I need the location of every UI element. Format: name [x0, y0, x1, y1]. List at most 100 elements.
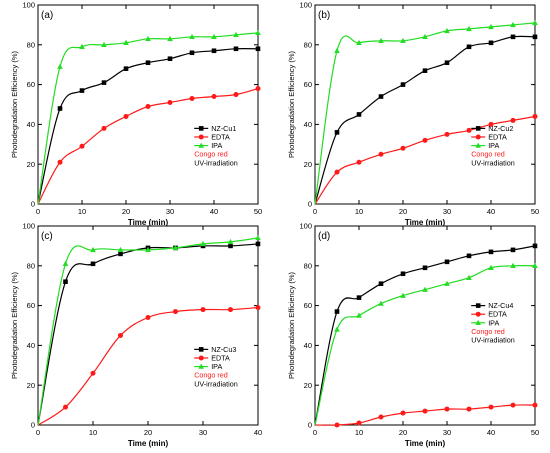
data-point	[422, 68, 428, 73]
series-line	[37, 237, 259, 426]
data-point	[444, 406, 450, 412]
chart-panel-1: 0 10 20 30 40 50 0 20 40 60 80 100 Time (min) Photode…	[10, 1, 262, 227]
series-line	[314, 22, 536, 205]
data-point	[378, 414, 384, 420]
y-tick-label: 0	[308, 200, 312, 209]
data-point	[488, 404, 494, 410]
data-point	[117, 246, 124, 253]
data-point	[488, 264, 494, 270]
y-tick-label: 0	[308, 421, 312, 430]
y-tick-label: 60	[27, 301, 35, 310]
data-point	[356, 112, 362, 117]
y-tick-label: 60	[304, 301, 312, 310]
x-axis-label: Time (min)	[128, 218, 169, 227]
y-tick-label: 40	[304, 341, 312, 350]
legend-marker	[475, 134, 481, 140]
data-point	[466, 25, 472, 32]
data-point	[378, 94, 384, 99]
series-edta	[37, 305, 261, 426]
legend-note: UV-irradiation	[471, 158, 515, 167]
y-tick-label: 0	[31, 200, 35, 209]
legend-entry: IPA	[488, 318, 499, 327]
data-point	[145, 246, 151, 253]
y-axis-label: Photodegradation Efficiency (%)	[287, 271, 296, 379]
series-line	[37, 307, 259, 426]
data-point	[173, 309, 178, 315]
x-tick-label: 40	[210, 207, 218, 216]
data-point	[378, 300, 384, 306]
data-point	[356, 39, 362, 46]
legend-entry: NZ-Cu1	[211, 124, 236, 133]
data-point	[510, 21, 516, 28]
x-tick-label: 10	[355, 207, 363, 216]
y-tick-label: 0	[31, 421, 35, 430]
data-point	[90, 370, 96, 376]
data-point	[356, 159, 362, 165]
x-tick-label: 40	[487, 428, 495, 437]
data-point	[172, 244, 179, 251]
data-point	[422, 408, 428, 414]
legend-entry: NZ-Cu4	[488, 301, 513, 310]
y-axis-label: Photodegradation Efficiency (%)	[10, 50, 19, 158]
y-tick-label: 20	[27, 160, 35, 169]
series-nz-cu2	[314, 34, 538, 205]
data-point	[356, 295, 362, 300]
data-point	[167, 35, 173, 42]
x-tick-label: 10	[89, 428, 97, 437]
series-edta	[314, 402, 538, 428]
chart-panel-3: 0 10 20 30 40 0 20 40 60 80 100 Time (min) Photodegr…	[10, 222, 262, 448]
y-tick-label: 80	[304, 40, 312, 49]
data-point	[356, 312, 362, 318]
y-tick-label: 100	[22, 1, 35, 10]
y-tick-label: 100	[22, 222, 35, 231]
data-point	[422, 33, 428, 40]
series-ipa	[37, 29, 261, 205]
data-point	[233, 92, 239, 98]
data-point	[211, 48, 217, 54]
legend-marker	[475, 126, 481, 131]
series-line	[37, 243, 259, 426]
series-edta	[37, 86, 261, 205]
series-ipa	[314, 19, 538, 205]
plot-frame	[314, 225, 536, 426]
x-tick-label: 30	[443, 207, 451, 216]
data-point	[118, 332, 123, 338]
data-point	[211, 33, 217, 40]
plot-frame	[37, 225, 259, 426]
legend-note: Congo red	[194, 150, 228, 159]
data-point	[378, 37, 384, 44]
data-point	[532, 113, 538, 119]
data-point	[189, 33, 195, 40]
data-point	[466, 253, 472, 259]
legend-entry: EDTA	[488, 132, 507, 141]
x-tick-label: 50	[531, 207, 539, 216]
legend-note: UV-irradiation	[194, 379, 238, 388]
data-point	[255, 305, 261, 311]
series-line	[37, 32, 259, 205]
data-point	[57, 159, 63, 165]
data-point	[400, 271, 406, 277]
x-tick-label: 0	[36, 428, 40, 437]
x-tick-label: 0	[36, 207, 40, 216]
legend-marker	[475, 303, 481, 308]
legend-entry: EDTA	[211, 132, 230, 141]
data-point	[255, 29, 261, 36]
series-ipa	[314, 262, 538, 426]
data-point	[444, 131, 450, 137]
data-point	[334, 130, 340, 135]
legend-entry: IPA	[211, 141, 222, 150]
legend-note: Congo red	[471, 327, 505, 336]
series-nz-cu1	[37, 46, 261, 205]
data-point	[466, 127, 472, 133]
data-point	[400, 82, 406, 87]
data-point	[532, 402, 538, 408]
y-tick-label: 80	[304, 261, 312, 270]
x-tick-label: 50	[254, 207, 262, 216]
data-point	[444, 259, 450, 265]
legend-marker	[198, 142, 204, 148]
legend-entry: IPA	[211, 362, 222, 371]
series-edta	[314, 113, 538, 205]
data-point	[466, 406, 472, 412]
series-line	[314, 35, 536, 205]
plot-frame	[37, 4, 259, 205]
